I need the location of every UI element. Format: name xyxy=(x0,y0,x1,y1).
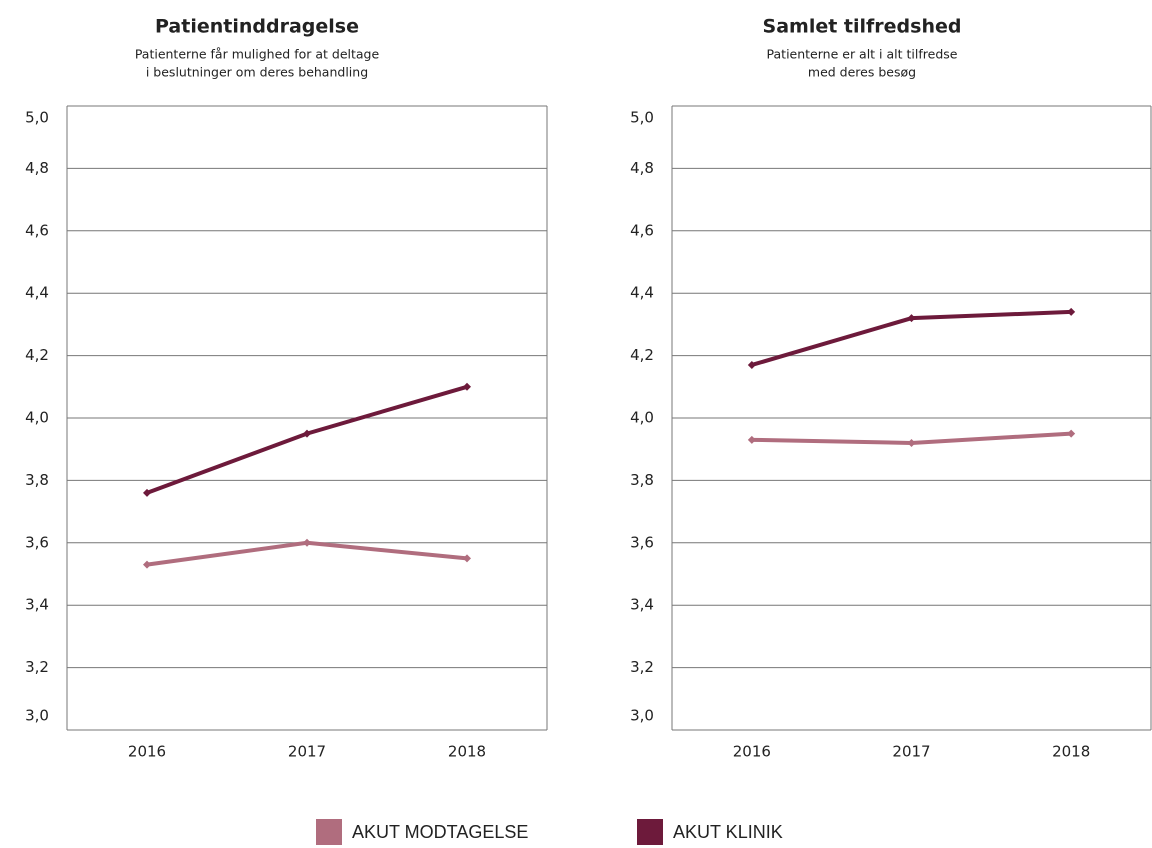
data-point xyxy=(747,360,756,369)
y-tick-label: 3,0 xyxy=(630,707,654,725)
data-point xyxy=(1067,429,1076,438)
chart-subtitle: Patienterne får mulighed for at deltage xyxy=(135,47,380,62)
legend-label: AKUT MODTAGELSE xyxy=(352,822,528,842)
y-tick-label: 3,2 xyxy=(630,658,654,676)
data-point xyxy=(143,488,151,497)
y-tick-label: 3,2 xyxy=(25,658,49,676)
x-tick-label: 2016 xyxy=(128,743,166,761)
x-tick-label: 2018 xyxy=(448,743,486,761)
data-point xyxy=(143,560,151,569)
data-point xyxy=(907,314,916,323)
y-tick-label: 3,6 xyxy=(25,533,49,551)
data-point xyxy=(303,429,311,438)
chart-subtitle: Patienterne er alt i alt tilfredse xyxy=(767,47,958,62)
data-point xyxy=(303,538,311,547)
y-tick-label: 4,0 xyxy=(25,409,49,427)
legend-label: AKUT KLINIK xyxy=(673,822,783,842)
y-tick-label: 3,4 xyxy=(630,596,654,614)
y-tick-label: 3,8 xyxy=(630,471,654,489)
chart-title: Patientinddragelse xyxy=(155,16,359,38)
y-tick-label: 4,8 xyxy=(25,159,49,177)
legend-swatch xyxy=(316,819,342,845)
y-tick-label: 5,0 xyxy=(630,109,654,127)
y-tick-label: 4,8 xyxy=(630,159,654,177)
series-line xyxy=(146,384,468,495)
y-tick-label: 3,0 xyxy=(25,707,49,725)
chart-subtitle: med deres besøg xyxy=(808,65,916,80)
data-point xyxy=(747,435,756,444)
x-tick-label: 2016 xyxy=(733,743,771,761)
data-point xyxy=(907,438,916,447)
y-tick-label: 4,2 xyxy=(630,346,654,364)
x-tick-label: 2018 xyxy=(1052,743,1090,761)
y-tick-label: 5,0 xyxy=(25,109,49,127)
data-point xyxy=(463,382,471,391)
y-tick-label: 4,4 xyxy=(630,284,654,302)
chart-subtitle: i beslutninger om deres behandling xyxy=(146,65,368,80)
y-tick-label: 3,8 xyxy=(25,471,49,489)
y-tick-label: 3,6 xyxy=(630,533,654,551)
data-point xyxy=(1067,307,1076,316)
y-tick-label: 4,0 xyxy=(630,409,654,427)
legend-swatch xyxy=(637,819,663,845)
y-tick-label: 4,6 xyxy=(25,221,49,239)
x-tick-label: 2017 xyxy=(288,743,326,761)
y-tick-label: 4,6 xyxy=(630,221,654,239)
chart-title: Samlet tilfredshed xyxy=(763,16,962,38)
y-tick-label: 3,4 xyxy=(25,596,49,614)
x-tick-label: 2017 xyxy=(892,743,930,761)
y-tick-label: 4,4 xyxy=(25,284,49,302)
data-point xyxy=(463,554,471,563)
y-tick-label: 4,2 xyxy=(25,346,49,364)
